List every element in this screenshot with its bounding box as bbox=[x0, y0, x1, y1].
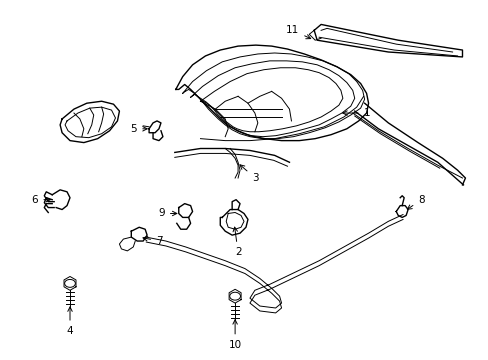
Text: 3: 3 bbox=[240, 165, 258, 183]
Text: 11: 11 bbox=[285, 25, 310, 39]
Text: 2: 2 bbox=[233, 227, 241, 257]
Text: 10: 10 bbox=[228, 320, 241, 350]
Text: 9: 9 bbox=[158, 208, 177, 219]
Text: 5: 5 bbox=[130, 124, 147, 134]
Text: 1: 1 bbox=[342, 108, 369, 118]
Text: 4: 4 bbox=[66, 307, 73, 336]
Text: 8: 8 bbox=[407, 195, 424, 209]
Text: 7: 7 bbox=[142, 236, 163, 246]
Text: 6: 6 bbox=[32, 195, 50, 205]
